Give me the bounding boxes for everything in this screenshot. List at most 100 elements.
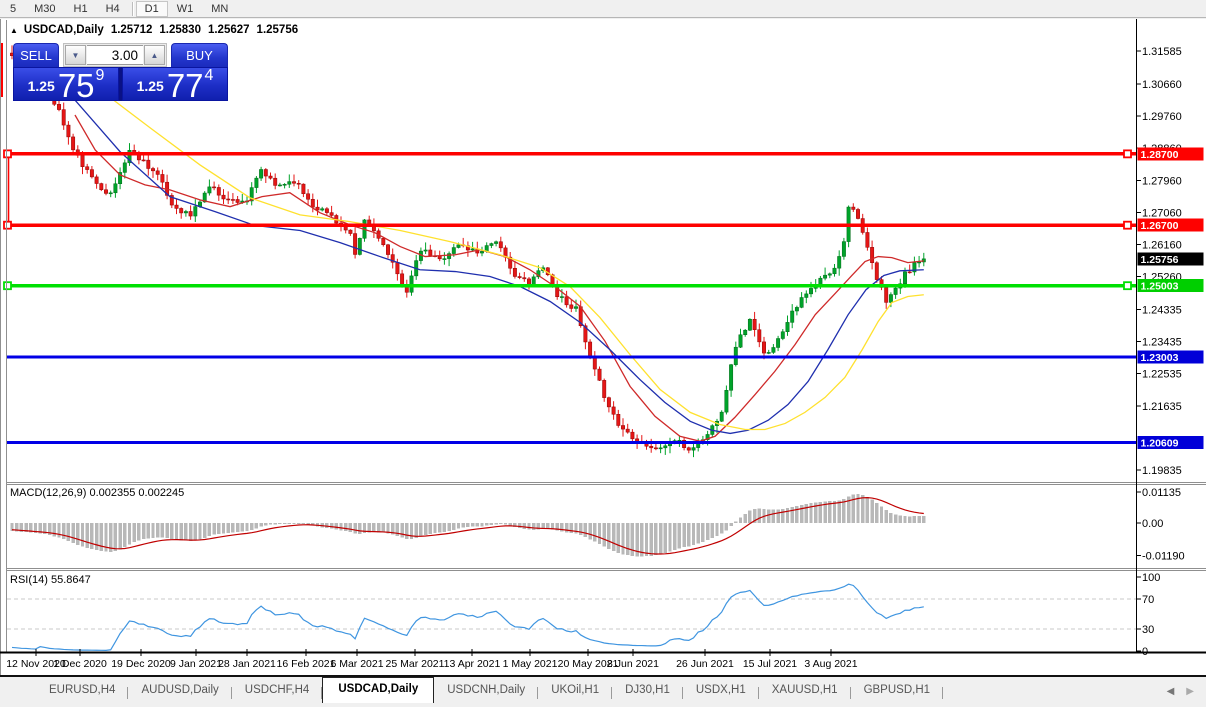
chart-tab-gbpusd-h1[interactable]: GBPUSD,H1 bbox=[851, 680, 944, 703]
timeframe-button-w1[interactable]: W1 bbox=[176, 2, 194, 15]
rsi-pane bbox=[7, 583, 1136, 651]
buy-price-big: 77 bbox=[166, 67, 204, 104]
level-handle[interactable] bbox=[3, 149, 12, 159]
y-axis-label: 1.24335 bbox=[1142, 305, 1182, 317]
buy-price-sup: 4 bbox=[204, 67, 214, 84]
rsi-indicator-label: RSI(14) 55.8647 bbox=[10, 574, 91, 586]
ohlc-open: 1.25712 bbox=[110, 24, 153, 36]
y-axis-label: 1.26160 bbox=[1142, 239, 1182, 251]
sell-button[interactable]: SELL bbox=[13, 43, 59, 67]
level-tag-1.20609-label: 1.20609 bbox=[1141, 437, 1179, 449]
axis-price-tags: 1.28700 1.26700 1.25003 1.23003 1.20609 1.257… bbox=[1137, 147, 1204, 449]
x-axis-label: 28 Jan 2021 bbox=[218, 658, 276, 670]
rsi-axis-label: 100 bbox=[1142, 572, 1160, 584]
x-axis-label: 16 Feb 2021 bbox=[277, 658, 336, 670]
macd-axis[interactable]: 0.01135 0.00 -0.01190 bbox=[1136, 487, 1185, 563]
tabs-scroll-left-icon[interactable]: ◀ bbox=[1166, 686, 1175, 697]
buy-price-display[interactable]: 1.25 77 4 bbox=[122, 67, 228, 104]
level-tag-1.25003-label: 1.25003 bbox=[1141, 281, 1179, 293]
x-axis-label: 8 Jun 2021 bbox=[607, 658, 659, 670]
volume-increase-icon[interactable]: ▲ bbox=[144, 45, 165, 65]
ma-slow-yellow bbox=[107, 95, 924, 431]
timeframe-button-mn[interactable]: MN bbox=[211, 2, 229, 15]
level-tag-1.25003 bbox=[1137, 279, 1204, 293]
macd-axis-label: -0.01190 bbox=[1142, 551, 1185, 563]
chart-tab-usdcad-daily[interactable]: USDCAD,Daily bbox=[322, 677, 435, 703]
volume-decrease-icon[interactable]: ▼ bbox=[65, 45, 86, 65]
level-tag-1.26700 bbox=[1137, 218, 1204, 232]
y-axis-label: 1.19835 bbox=[1142, 465, 1182, 477]
macd-axis-label: 0.01135 bbox=[1142, 487, 1181, 499]
buy-button[interactable]: BUY bbox=[171, 43, 228, 67]
level-handle[interactable] bbox=[1123, 220, 1132, 230]
sell-price-prefix: 1.25 bbox=[27, 78, 55, 94]
chart-tab-usdchf-h4[interactable]: USDCHF,H4 bbox=[232, 680, 323, 703]
chart-tab-bar: EURUSD,H4 AUDUSD,Daily USDCHF,H4 USDCAD,Dai… bbox=[0, 675, 1206, 703]
level-tag-1.20609 bbox=[1137, 435, 1204, 449]
chart-tab-audusd-daily[interactable]: AUDUSD,Daily bbox=[128, 680, 233, 703]
timeframe-button-d1[interactable]: D1 bbox=[135, 0, 168, 17]
timeframe-toolbar: 5 M30 H1 H4 D1 W1 MN bbox=[0, 0, 1206, 18]
macd-signal-line bbox=[11, 497, 924, 555]
chart-tab-usdx-h1[interactable]: USDX,H1 bbox=[683, 680, 759, 703]
y-axis-label: 1.22535 bbox=[1142, 369, 1182, 381]
timeframe-button-5[interactable]: 5 bbox=[10, 2, 17, 15]
x-axis-label: 9 Jan 2021 bbox=[170, 658, 222, 670]
timeframe-button-h1[interactable]: H1 bbox=[73, 2, 88, 15]
level-handle[interactable] bbox=[1123, 281, 1132, 291]
level-tag-1.23003 bbox=[1137, 350, 1204, 364]
level-handle[interactable] bbox=[3, 281, 12, 291]
toolbar-separator bbox=[131, 1, 133, 16]
chart-background bbox=[0, 19, 1206, 675]
chart-tab-ukoil-h1[interactable]: UKOil,H1 bbox=[538, 680, 613, 703]
volume-input[interactable]: 3.00 bbox=[87, 45, 143, 65]
buy-price-prefix: 1.25 bbox=[136, 78, 164, 94]
ma-mid-blue bbox=[74, 99, 924, 435]
rsi-line bbox=[11, 583, 924, 651]
y-axis-label: 1.30660 bbox=[1142, 79, 1182, 91]
chart-tab-eurusd-h4[interactable]: EURUSD,H4 bbox=[36, 680, 129, 703]
x-axis-label: 19 Dec 2020 bbox=[111, 658, 171, 670]
y-axis-label: 1.27060 bbox=[1142, 207, 1182, 219]
chart-symbol-label: USDCAD,Daily bbox=[23, 24, 104, 36]
level-handle[interactable] bbox=[1123, 149, 1132, 159]
level-handle[interactable] bbox=[3, 220, 12, 230]
macd-histogram bbox=[10, 494, 926, 557]
tabs-scroll-right-icon[interactable]: ▶ bbox=[1186, 686, 1194, 697]
current-price-tag bbox=[1137, 252, 1204, 266]
level-tag-1.28700 bbox=[1137, 147, 1204, 161]
y-axis-label: 1.31585 bbox=[1142, 46, 1182, 58]
chart-tab-dj30-h1[interactable]: DJ30,H1 bbox=[612, 680, 683, 703]
sell-price-display[interactable]: 1.25 75 9 bbox=[13, 67, 119, 104]
volume-spinner: ▼ 3.00 ▲ bbox=[63, 43, 167, 67]
ohlc-high: 1.25830 bbox=[159, 24, 201, 36]
current-price-tag-label: 1.25756 bbox=[1141, 254, 1179, 266]
horizontal-level-lines bbox=[1, 43, 1136, 444]
level-tag-1.26700-label: 1.26700 bbox=[1141, 220, 1179, 232]
rsi-axis-label: 70 bbox=[1142, 594, 1154, 606]
x-axis-label: 12 Nov 2020 bbox=[6, 658, 66, 670]
macd-indicator-label: MACD(12,26,9) 0.002355 0.002245 bbox=[10, 487, 185, 499]
collapse-chart-icon[interactable]: ▲ bbox=[10, 25, 18, 35]
chart-tab-xauusd-h1[interactable]: XAUUSD,H1 bbox=[759, 680, 851, 703]
timeframe-button-m30[interactable]: M30 bbox=[34, 2, 56, 15]
x-axis-label: 13 Apr 2021 bbox=[444, 658, 501, 670]
ma-fast-red bbox=[74, 114, 924, 442]
ohlc-low: 1.25627 bbox=[207, 24, 250, 36]
level-tag-1.23003-label: 1.23003 bbox=[1141, 352, 1179, 364]
rsi-axis-label: 30 bbox=[1142, 624, 1154, 636]
one-click-trading-panel: SELL ▼ 3.00 ▲ BUY 1.25 75 9 1.25 77 4 bbox=[13, 43, 228, 104]
chart-tab-usdcnh-daily[interactable]: USDCNH,Daily bbox=[434, 680, 539, 703]
y-axis-label: 1.23435 bbox=[1142, 337, 1182, 349]
y-axis-label: 1.21635 bbox=[1142, 401, 1182, 413]
x-axis-label: 6 Mar 2021 bbox=[330, 658, 383, 670]
x-axis-label: 3 Aug 2021 bbox=[804, 658, 857, 670]
timeframe-button-h4[interactable]: H4 bbox=[105, 2, 120, 15]
sell-price-big: 75 bbox=[57, 67, 95, 104]
x-axis-label: 20 May 2021 bbox=[558, 658, 619, 670]
x-axis-label: 1 Dec 2020 bbox=[53, 658, 107, 670]
pane-borders bbox=[0, 19, 1206, 675]
